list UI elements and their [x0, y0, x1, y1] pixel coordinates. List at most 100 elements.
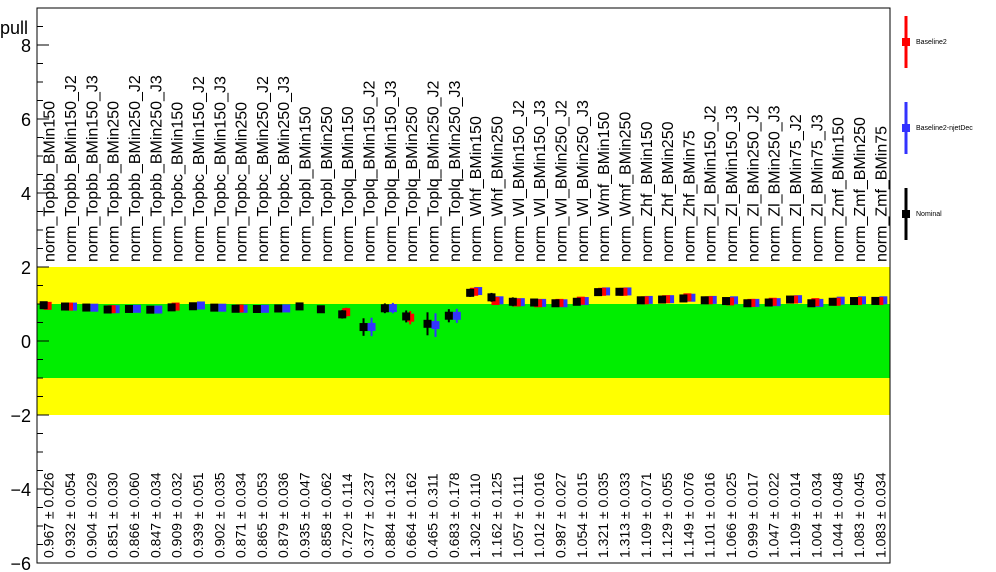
value-label: 0.999 ± 0.017: [744, 472, 760, 558]
y-tick-label: 0: [21, 332, 31, 352]
value-label: 1.044 ± 0.048: [830, 472, 846, 558]
data-marks: [39, 287, 888, 337]
category-label: norm_Zmf_BMin75: [873, 126, 890, 262]
data-point: [594, 288, 603, 297]
category-label: norm_Whf_BMin250: [489, 116, 506, 262]
category-label: norm_Topbc_BMin250_J3: [276, 76, 293, 262]
category-label: norm_Wmf_BMin150: [596, 112, 613, 262]
data-point: [210, 303, 219, 312]
y-tick-label: 6: [21, 110, 31, 130]
value-label: 0.987 ± 0.027: [552, 472, 568, 558]
category-label: norm_Topbb_BMin250_J3: [148, 75, 165, 262]
value-label: 1.083 ± 0.034: [872, 472, 888, 558]
category-label: norm_Wl_BMin250_J2: [553, 100, 570, 262]
value-labels: 0.967 ± 0.026 0.932 ± 0.054 0.904 ± 0.029 0…: [41, 472, 889, 558]
y-tick-label: 2: [21, 258, 31, 278]
category-label: norm_Toplq_BMin250_J2: [426, 80, 443, 262]
data-point: [658, 295, 667, 304]
value-label: 1.129 ± 0.055: [659, 472, 675, 558]
data-point: [402, 312, 411, 321]
data-point: [90, 303, 99, 312]
data-point: [786, 295, 795, 304]
data-point: [367, 322, 376, 331]
data-point: [218, 303, 227, 312]
value-label: 0.866 ± 0.060: [126, 472, 142, 558]
category-label: norm_Topbc_BMin150: [170, 102, 187, 262]
value-label: 0.683 ± 0.178: [446, 472, 462, 558]
y-axis-label: pull: [0, 18, 28, 38]
category-label: norm_Toplq_BMin150_J3: [383, 80, 400, 262]
value-label: 0.909 ± 0.032: [169, 472, 185, 558]
category-label: norm_Topbb_BMin150_J2: [63, 75, 80, 262]
value-label: 0.879 ± 0.036: [275, 472, 291, 558]
y-tick-label: −4: [10, 480, 31, 500]
legend-marker: [902, 124, 910, 132]
y-axis: −6 −4 −2 0 2 4 6 8: [10, 7, 49, 572]
value-label: 0.664 ± 0.162: [403, 472, 419, 558]
y-tick-label: −2: [10, 406, 31, 426]
category-label: norm_Wmf_BMin250: [617, 112, 634, 262]
data-point: [231, 304, 240, 313]
data-point: [252, 304, 261, 313]
data-point: [274, 304, 283, 313]
value-label: 1.057 ± 0.111: [510, 474, 526, 558]
value-label: 1.109 ± 0.071: [638, 472, 654, 558]
data-point: [508, 297, 517, 306]
data-point: [260, 304, 269, 313]
category-label: norm_Zl_BMin75_J3: [809, 114, 826, 262]
category-label: norm_Wl_BMin250_J3: [575, 100, 592, 262]
data-point: [764, 298, 773, 307]
category-label: norm_Topbb_BMin150: [42, 101, 59, 262]
category-label: norm_Topbb_BMin250_J2: [127, 75, 144, 262]
data-point: [282, 304, 291, 313]
value-label: 0.932 ± 0.054: [62, 472, 78, 558]
category-label: norm_Zhf_BMin150: [639, 121, 656, 262]
value-label: 1.321 ± 0.035: [595, 472, 611, 558]
data-point: [338, 310, 347, 319]
y-tick-label: 4: [21, 184, 31, 204]
category-label: norm_Topbl_BMin150: [298, 106, 315, 262]
category-label: norm_Wl_BMin150_J3: [532, 100, 549, 262]
legend-label: Baseline2-njetDec: [916, 125, 973, 132]
category-label: norm_Zl_BMin150_J3: [724, 105, 741, 262]
category-label: norm_Zmf_BMin150: [831, 117, 848, 262]
data-point: [636, 296, 645, 305]
data-point: [103, 305, 112, 314]
category-label: norm_Zl_BMin75_J2: [788, 114, 805, 262]
value-label: 1.149 ± 0.076: [680, 472, 696, 558]
data-point: [444, 311, 453, 320]
data-point: [828, 297, 837, 306]
category-label: norm_Zmf_BMin250: [852, 117, 869, 262]
data-point: [154, 305, 163, 314]
category-label: norm_Zl_BMin250_J3: [767, 105, 784, 262]
category-label: norm_Toplq_BMin150_J2: [362, 80, 379, 262]
legend-marker: [902, 210, 910, 218]
data-point: [615, 287, 624, 296]
value-label: 0.967 ± 0.026: [41, 472, 57, 558]
value-label: 0.939 ± 0.051: [190, 472, 206, 558]
data-point: [679, 294, 688, 303]
value-label: 0.377 ± 0.237: [361, 472, 377, 558]
data-point: [295, 302, 304, 311]
category-label: norm_Toplq_BMin250_J3: [447, 80, 464, 262]
pull-bands: [37, 267, 890, 415]
category-label: norm_Zl_BMin150_J2: [703, 105, 720, 262]
category-label: norm_Wl_BMin150_J2: [511, 100, 528, 262]
value-label: 1.109 ± 0.014: [787, 472, 803, 558]
data-point: [188, 302, 197, 311]
y-tick-label: −6: [10, 554, 31, 572]
legend-marker: [902, 38, 910, 46]
category-label: norm_Topbc_BMin150_J3: [212, 76, 229, 262]
category-label: norm_Topbb_BMin250: [106, 101, 123, 262]
data-point: [39, 301, 48, 310]
y-tick-label: 8: [21, 36, 31, 56]
category-label: norm_Toplq_BMin250: [404, 106, 421, 262]
value-label: 0.465 ± 0.311: [425, 473, 441, 558]
value-label: 1.047 ± 0.022: [766, 472, 782, 558]
legend: Baseline2 Baseline2-njetDec Nominal: [902, 16, 973, 240]
legend-label: Baseline2: [916, 39, 947, 46]
value-label: 0.865 ± 0.053: [254, 472, 270, 558]
data-point: [380, 304, 389, 313]
value-label: 0.902 ± 0.035: [211, 472, 227, 558]
data-point: [871, 296, 880, 305]
